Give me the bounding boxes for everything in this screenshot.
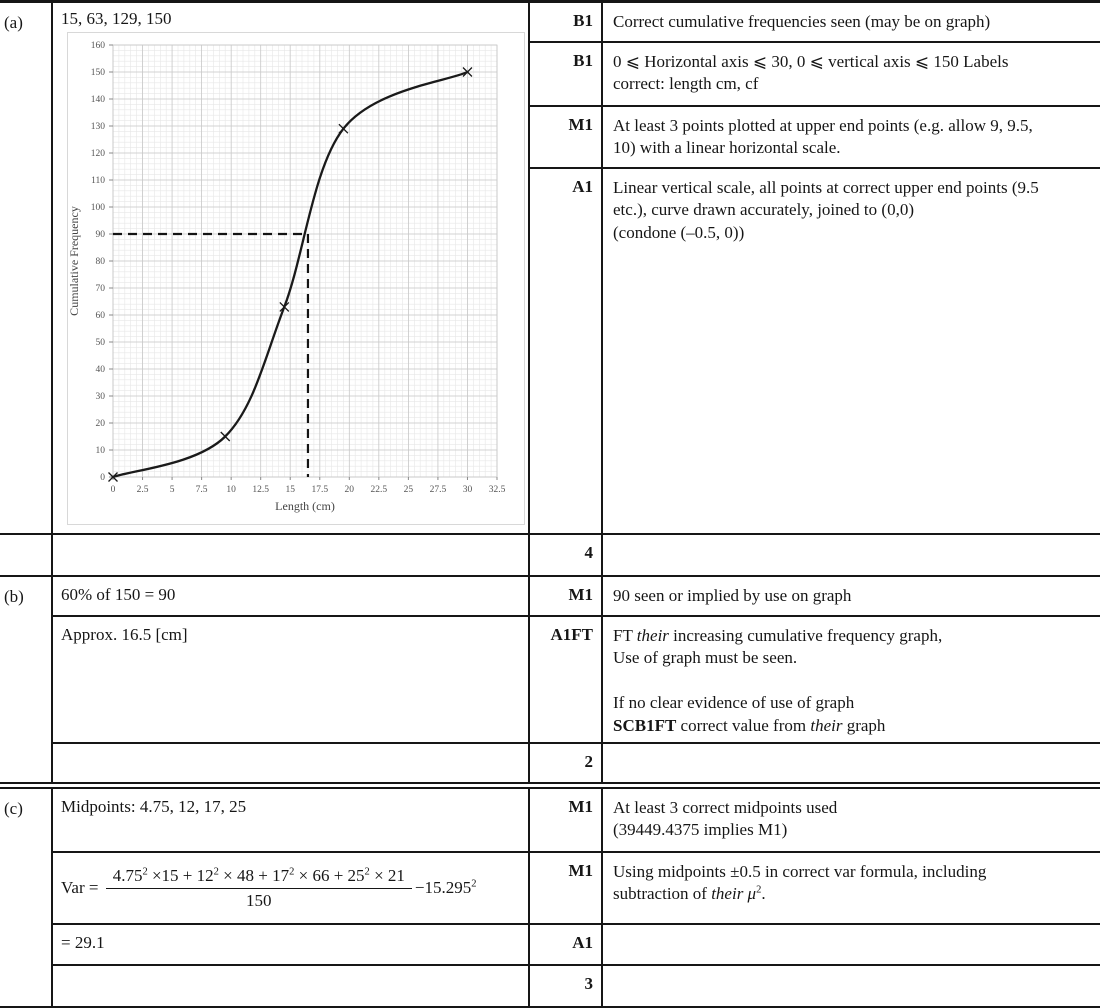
total-row-c: 3: [53, 966, 1100, 1006]
svg-text:17.5: 17.5: [311, 485, 328, 495]
section-b: (b) 60% of 150 = 90 M1 90 seen or implie…: [0, 575, 1100, 782]
svg-text:30: 30: [96, 392, 106, 402]
working-row: = 29.1 A1: [53, 925, 1100, 966]
fraction: 4.752 ×15 + 122 × 48 + 172 × 66 + 252 × …: [105, 866, 412, 911]
mark-code: A1: [530, 925, 603, 964]
answer-cell-a: 15, 63, 129, 150 0 2.5 5 7.5 10 12.5 15 17.5 20 2…: [53, 3, 530, 533]
svg-text:160: 160: [91, 41, 106, 51]
fraction-denominator: 150: [246, 890, 272, 910]
svg-text:50: 50: [96, 338, 106, 348]
part-label-a: (a): [0, 3, 53, 533]
svg-text:40: 40: [96, 365, 106, 375]
working-row: Midpoints: 4.75, 12, 17, 25 M1 At least …: [53, 789, 1100, 853]
svg-text:2.5: 2.5: [137, 485, 149, 495]
svg-text:20: 20: [345, 485, 355, 495]
mark-comment: Correct cumulative frequencies seen (may…: [613, 12, 991, 31]
mark-row: M1 At least 3 points plotted at upper en…: [530, 107, 1100, 169]
total-marks-b: 2: [530, 744, 603, 782]
svg-text:30: 30: [463, 485, 473, 495]
mark-comment: Using midpoints ±0.5 in correct var form…: [613, 862, 987, 904]
section-c: (c) Midpoints: 4.75, 12, 17, 25 M1 At le…: [0, 789, 1100, 1006]
formula-suffix: −15.2952: [414, 878, 477, 897]
part-label-b: (b): [0, 577, 53, 782]
mark-code: M1: [530, 107, 603, 167]
mark-comment: FT their increasing cumulative frequency…: [613, 626, 943, 735]
mark-code: M1: [530, 853, 603, 923]
total-marks-c: 3: [530, 966, 603, 1006]
mark-code: A1: [530, 169, 603, 533]
svg-text:22.5: 22.5: [371, 485, 388, 495]
svg-text:10: 10: [96, 446, 106, 456]
mark-code: M1: [530, 577, 603, 615]
svg-text:0: 0: [100, 473, 105, 483]
working-text: Midpoints: 4.75, 12, 17, 25: [53, 789, 530, 851]
working-text: Approx. 16.5 [cm]: [53, 617, 530, 742]
svg-text:70: 70: [96, 284, 106, 294]
svg-text:100: 100: [91, 203, 106, 213]
svg-text:150: 150: [91, 68, 106, 78]
marks-column-a: B1 Correct cumulative frequencies seen (…: [530, 3, 1100, 533]
formula-prefix: Var =: [61, 878, 103, 897]
svg-text:32.5: 32.5: [489, 485, 506, 495]
svg-text:140: 140: [91, 95, 106, 105]
svg-text:20: 20: [96, 419, 106, 429]
working-row: Var = 4.752 ×15 + 122 × 48 + 172 × 66 + …: [53, 853, 1100, 925]
mark-comment: 0 ⩽ Horizontal axis ⩽ 30, 0 ⩽ vertical a…: [613, 52, 1009, 94]
working-row: Approx. 16.5 [cm] A1FT FT their increasi…: [53, 617, 1100, 744]
cumulative-frequencies-text: 15, 63, 129, 150: [61, 9, 172, 28]
working-text: 60% of 150 = 90: [53, 577, 530, 615]
part-label-c: (c): [0, 789, 53, 1006]
svg-text:0: 0: [111, 485, 116, 495]
svg-text:7.5: 7.5: [196, 485, 208, 495]
fraction-numerator: 4.752 ×15 + 122 × 48 + 172 × 66 + 252 × …: [105, 866, 412, 889]
mark-row: A1 Linear vertical scale, all points at …: [530, 169, 1100, 533]
svg-text:Length (cm): Length (cm): [275, 499, 335, 513]
svg-text:12.5: 12.5: [252, 485, 269, 495]
total-row-b: 2: [53, 744, 1100, 782]
working-row: 60% of 150 = 90 M1 90 seen or implied by…: [53, 577, 1100, 617]
svg-text:25: 25: [404, 485, 414, 495]
svg-text:15: 15: [285, 485, 295, 495]
cumulative-frequency-chart: 0 2.5 5 7.5 10 12.5 15 17.5 20 22.5 25 27.5 30 32.5 0 1…: [67, 32, 525, 525]
svg-text:60: 60: [96, 311, 106, 321]
mark-code: M1: [530, 789, 603, 851]
svg-text:Cumulative Frequency: Cumulative Frequency: [67, 206, 81, 316]
mark-code: B1: [530, 43, 603, 105]
svg-text:80: 80: [96, 257, 106, 267]
mark-comment: Linear vertical scale, all points at cor…: [613, 178, 1039, 242]
mark-code: B1: [530, 3, 603, 41]
svg-text:120: 120: [91, 149, 106, 159]
svg-text:110: 110: [91, 176, 105, 186]
mark-comment: [603, 925, 1100, 964]
mark-row: B1 Correct cumulative frequencies seen (…: [530, 3, 1100, 43]
variance-formula: Var = 4.752 ×15 + 122 × 48 + 172 × 66 + …: [61, 866, 477, 911]
total-row-a: 4: [0, 533, 1100, 575]
section-a: (a) 15, 63, 129, 150 0 2.5 5 7.5 10 12.5 15 17.…: [0, 3, 1100, 533]
working-text: = 29.1: [53, 925, 530, 964]
svg-text:10: 10: [226, 485, 236, 495]
mark-comment: 90 seen or implied by use on graph: [613, 586, 852, 605]
mark-row: B1 0 ⩽ Horizontal axis ⩽ 30, 0 ⩽ vertica…: [530, 43, 1100, 107]
mark-code: A1FT: [530, 617, 603, 742]
svg-text:130: 130: [91, 122, 106, 132]
mark-comment: At least 3 points plotted at upper end p…: [613, 116, 1033, 158]
mark-comment: At least 3 correct midpoints used (39449…: [613, 798, 838, 840]
svg-text:5: 5: [170, 485, 175, 495]
svg-text:90: 90: [96, 230, 106, 240]
total-marks-a: 4: [530, 535, 603, 575]
svg-text:27.5: 27.5: [430, 485, 447, 495]
double-divider: [0, 782, 1100, 789]
